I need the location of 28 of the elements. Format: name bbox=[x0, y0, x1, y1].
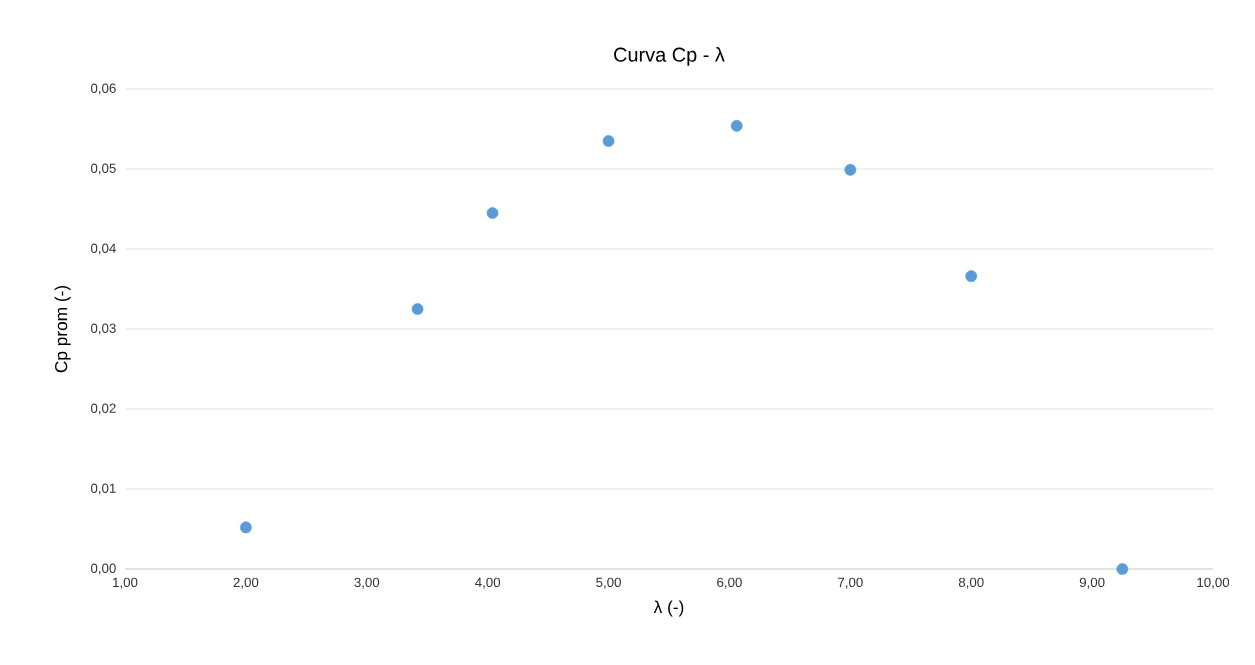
y-tick-label: 0,03 bbox=[90, 323, 116, 335]
point bbox=[965, 270, 978, 283]
y-tick-label: 0,01 bbox=[90, 483, 116, 495]
x-tick-label: 10,00 bbox=[1197, 577, 1230, 589]
x-tick-label: 6,00 bbox=[717, 577, 742, 589]
y-tick-label: 0,06 bbox=[90, 83, 116, 95]
x-tick-label: 2,00 bbox=[233, 577, 259, 589]
x-tick-label: 5,00 bbox=[596, 577, 621, 589]
point bbox=[844, 163, 857, 176]
point bbox=[240, 521, 252, 534]
x-tick-label: 1,00 bbox=[113, 577, 138, 589]
y-tick-label: 0,04 bbox=[90, 243, 116, 255]
point bbox=[486, 207, 499, 219]
y-tick-label: 0,05 bbox=[90, 163, 116, 175]
y-axis-title: Cp prom (-) bbox=[54, 285, 71, 373]
point bbox=[411, 303, 424, 315]
x-tick-label: 4,00 bbox=[475, 577, 501, 589]
y-tick-label: 0,02 bbox=[90, 403, 116, 415]
point bbox=[602, 135, 615, 147]
point bbox=[1116, 563, 1129, 575]
y-tick-label: 0,00 bbox=[90, 563, 116, 575]
x-tick-label: 3,00 bbox=[354, 577, 380, 589]
x-tick-label: 9,00 bbox=[1079, 577, 1105, 589]
x-axis-title: λ (-) bbox=[653, 600, 684, 617]
x-tick-label: 7,00 bbox=[838, 577, 863, 589]
x-tick-label: 8,00 bbox=[958, 577, 984, 589]
point bbox=[730, 119, 743, 132]
chart-title: Curva Cp - λ bbox=[614, 47, 725, 66]
